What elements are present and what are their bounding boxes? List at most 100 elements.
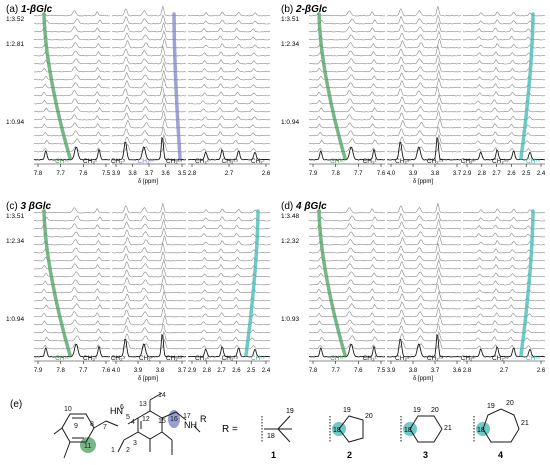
spectrum-trace [463,288,546,294]
spectrum-trace [308,311,386,318]
spectrum-trace [462,83,546,89]
sub4-atom-21: 21 [521,420,529,427]
atom-16: 16 [170,416,178,423]
spectrum-trace [386,315,462,326]
tracked-signal [317,209,347,357]
ratio-label: 1:2.34 [281,41,299,48]
tick-label: 7.8 [56,368,65,374]
tick-label: 2.8 [188,171,197,177]
atom-14: 14 [158,392,166,399]
tick-label: 4.0 [387,171,396,177]
spectrum-trace [387,14,462,25]
tick-label: 3.8 [156,368,165,374]
spectrum-trace [33,319,111,326]
spectrum-trace [33,279,110,286]
spectrum-trace [33,74,111,81]
spectrum-trace [386,333,462,358]
peak-label: CH₂¹⁵ [222,158,239,165]
spectrum-trace [462,148,546,161]
spectrum-trace [386,77,462,89]
tick-label: 2.8 [478,171,487,177]
panel-label-e: (e) [10,399,22,410]
spectrum-trace [187,35,271,41]
peak-label: CH₃¹ [83,355,98,362]
tick-label: 2.7 [217,368,226,374]
spectrum-trace [188,11,271,17]
axis-unit: δ [ppm] [413,376,433,382]
spectrum-trace [308,130,385,137]
spectrum-trace [308,26,386,33]
spectrum-trace [111,118,187,129]
spectrum-trace [386,61,462,73]
spectrum-trace [187,75,271,81]
peak-label: CH¹¹ [55,158,70,165]
spectrum-trace [33,287,111,294]
spectrum-trace [308,207,386,214]
spectrum-trace [308,58,386,65]
spectrum-trace [308,106,386,113]
spectrum-trace [308,327,385,334]
spectrum-trace [386,54,462,65]
spectrum-trace [188,27,271,33]
spectrum-trace [462,280,546,286]
spectrum-trace [308,66,386,73]
spectrum-trace [308,303,386,310]
spectrum-trace [308,343,386,350]
tick-label: 2.4 [262,368,271,374]
spectrum-trace [33,18,111,25]
tick-label: 3.5 [178,171,187,177]
spectrum-trace [462,99,546,105]
spectrum-trace [188,288,271,294]
spectrum-trace [462,304,545,310]
ratio-label: 1:2.34 [6,238,24,245]
spectrum-trace [386,218,461,230]
sub2-number: 2 [347,450,352,460]
spectrum-trace [309,138,386,145]
spectrum-trace [386,21,461,33]
spectrum-trace [111,333,187,358]
substituent-1: 18 19 1 [261,408,294,460]
spectrum-trace [187,131,271,137]
r-equals: R = [222,424,238,435]
spectrum-trace [33,295,111,302]
spectrum-trace [187,336,271,342]
spectrum-trace [386,202,462,214]
peak-label: CH₂² [461,355,476,362]
spectrum-trace [462,66,546,73]
tick-label: 7.5 [377,368,386,374]
peak-label: CH₂⁵ [395,158,410,165]
spectrum-trace [34,138,111,145]
ratio-label: 1:0.94 [6,119,24,126]
spectrum-trace [33,215,111,222]
spectrum-trace [462,336,546,342]
spectrum-trace [308,82,385,89]
tick-label: 2.8 [463,368,472,374]
peak-label: CH₂¹³ [166,355,183,362]
spectrum-trace [187,99,271,105]
peak-label: CH₂⁷ [139,355,154,362]
panel-title: (b) 2-βGlc [281,4,328,15]
ratio-label: 1:2.32 [281,238,299,245]
nh-label: NH [184,420,197,430]
spectrum-trace [308,18,386,25]
spectrum-trace [187,312,271,318]
spectrum-trace [462,147,545,153]
spectrum-trace [386,127,462,137]
atom-15: 15 [158,418,166,425]
spectrum-trace [386,291,462,302]
spectrum-trace [308,215,386,222]
sub3-atom-19: 19 [413,407,421,414]
atom-11-highlight [80,437,96,453]
tracked-signal [42,12,72,160]
tick-label: 2.6 [537,368,546,374]
spectrum-trace [386,45,462,57]
spectrum-trace [33,263,111,270]
spectrum-trace [33,344,111,358]
spectrum-trace [387,211,462,222]
tick-label: 3.7 [453,171,462,177]
spectrum-trace [187,107,270,113]
spectrum-trace [33,10,111,17]
sub1-atom-18: 18 [267,433,275,440]
